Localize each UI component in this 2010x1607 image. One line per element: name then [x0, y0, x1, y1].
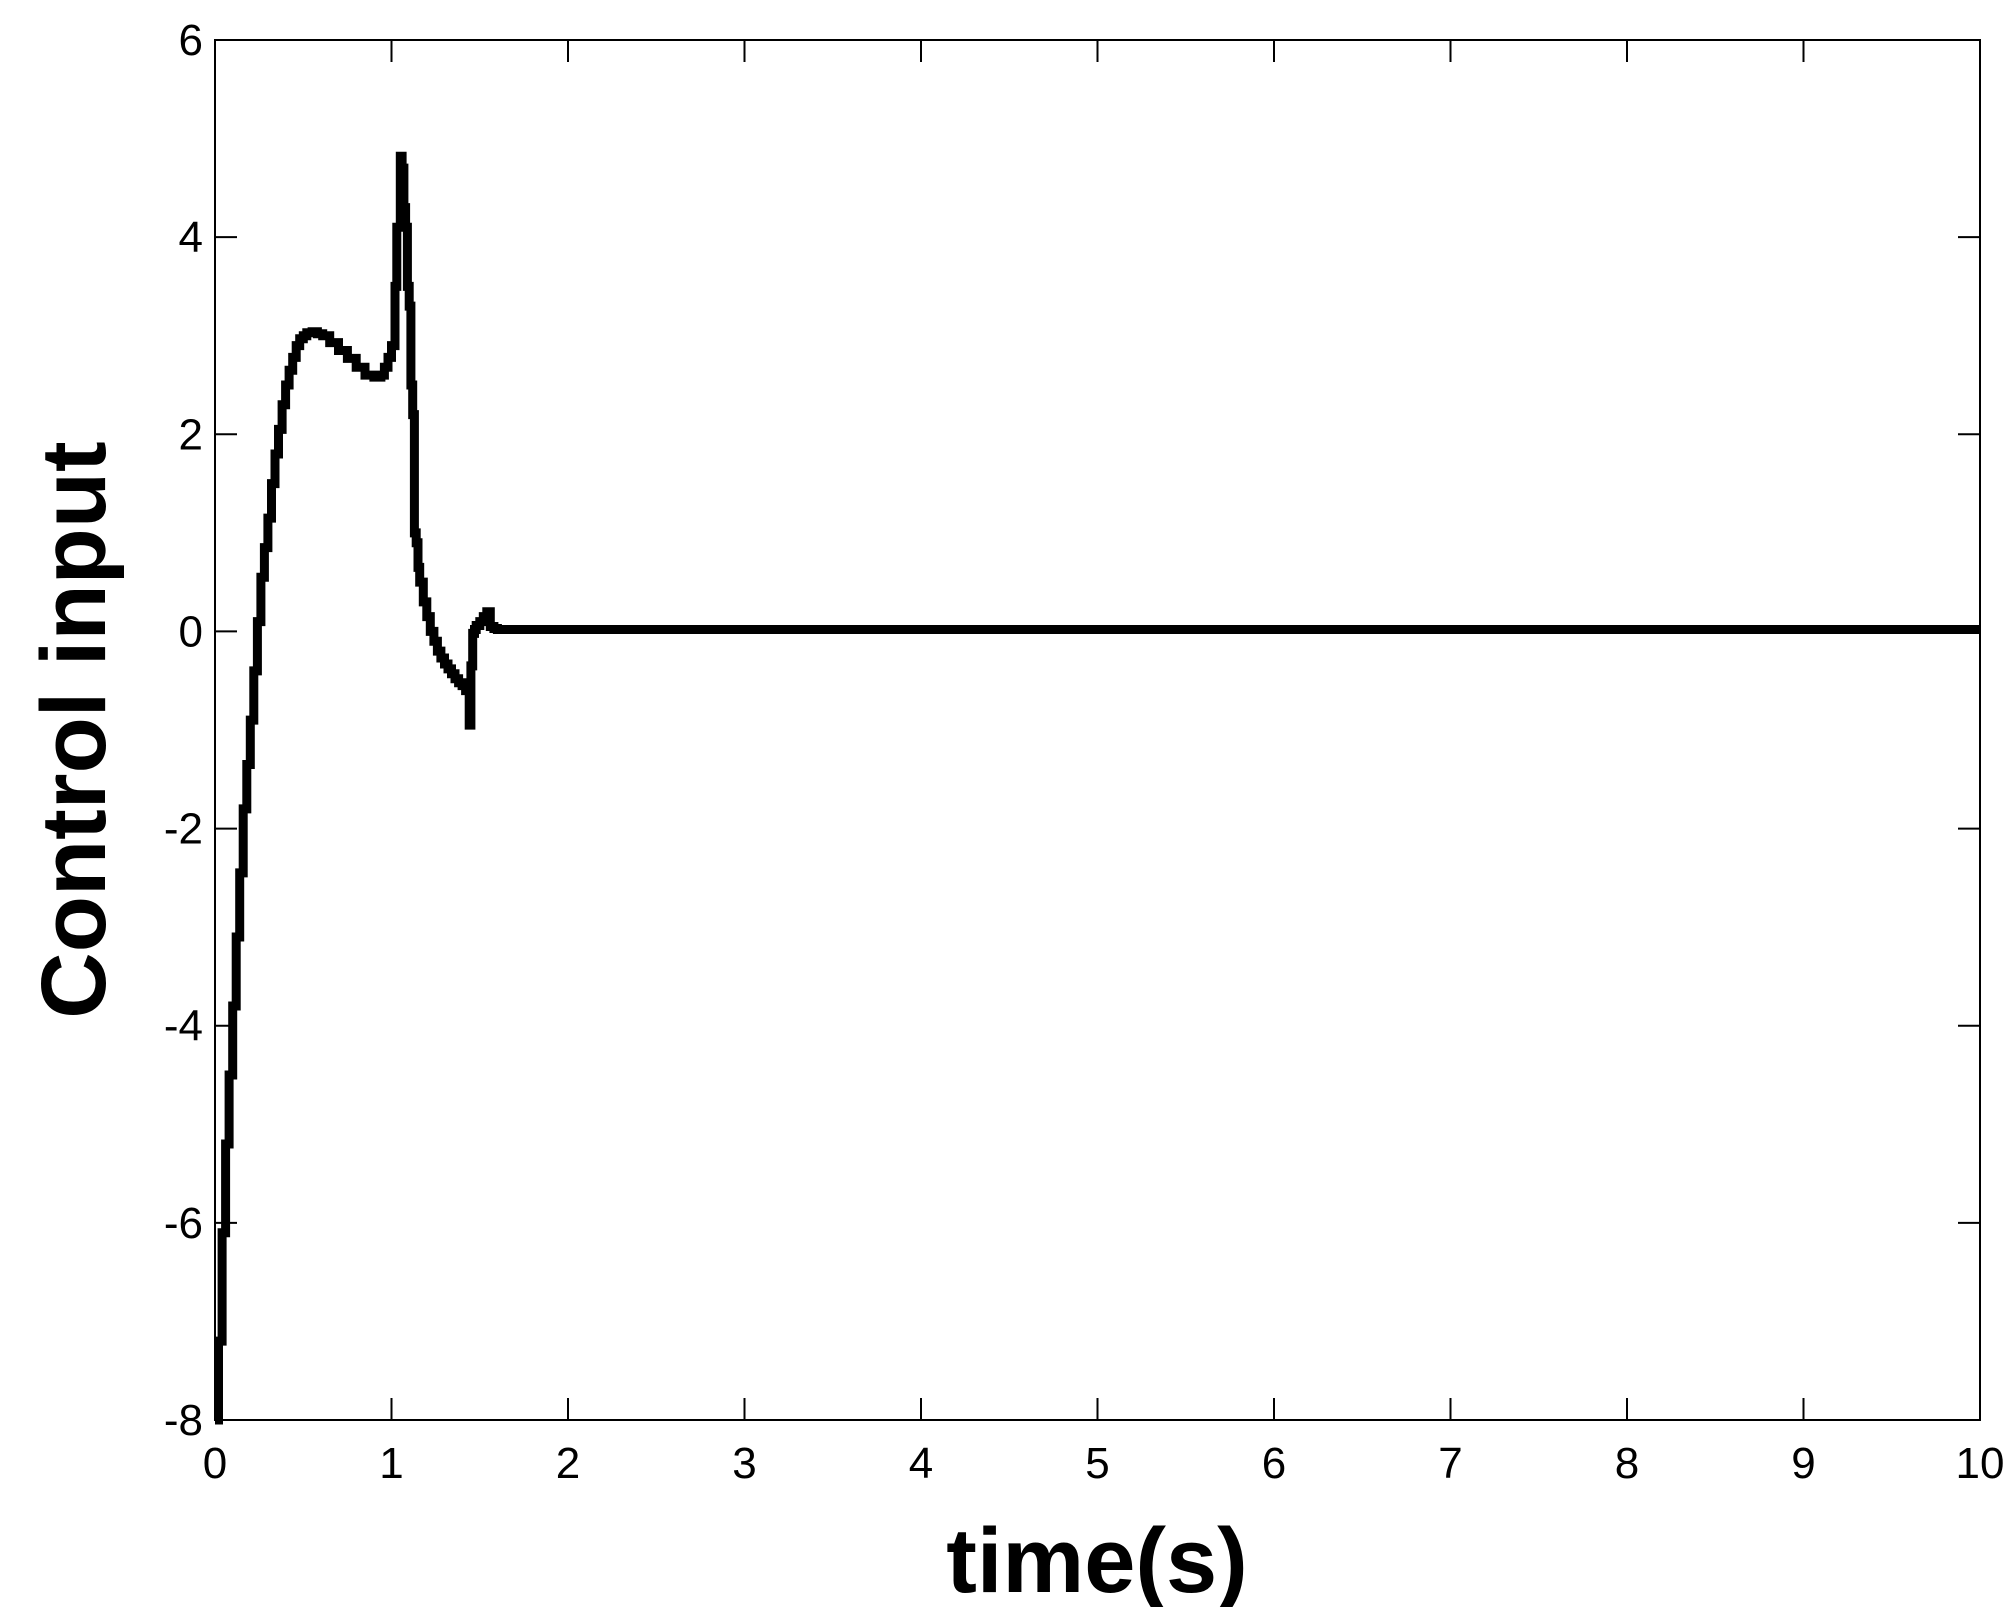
y-tick-label: -6: [164, 1199, 203, 1248]
y-axis-title: Control input: [23, 441, 125, 1018]
y-tick-label: -4: [164, 1002, 203, 1051]
x-tick-label: 5: [1085, 1439, 1109, 1488]
x-tick-label: 0: [203, 1439, 227, 1488]
y-tick-labels: -8 -6 -4 -2 0 2 4 6: [164, 16, 203, 1445]
x-tick-label: 6: [1262, 1439, 1286, 1488]
x-axis-title: time(s): [946, 1510, 1248, 1607]
x-tick-label: 8: [1615, 1439, 1639, 1488]
plot-area: [214, 39, 1981, 1421]
y-tick-label: 0: [179, 607, 203, 656]
x-tick-label: 2: [556, 1439, 580, 1488]
x-tick-label: 4: [909, 1439, 933, 1488]
x-tick-label: 10: [1956, 1439, 2005, 1488]
x-tick-label: 1: [379, 1439, 403, 1488]
x-tick-label: 9: [1791, 1439, 1815, 1488]
y-tick-label: -8: [164, 1396, 203, 1445]
control-input-series-line: [214, 151, 1980, 1425]
y-tick-label: 4: [179, 213, 203, 262]
x-tick-label: 7: [1438, 1439, 1462, 1488]
y-tick-label: 6: [179, 16, 203, 65]
x-tick-labels: 0 1 2 3 4 5 6 7 8 9 10: [203, 1439, 2005, 1488]
x-tick-label: 3: [732, 1439, 756, 1488]
y-tick-label: 2: [179, 410, 203, 459]
y-tick-label: -2: [164, 805, 203, 854]
